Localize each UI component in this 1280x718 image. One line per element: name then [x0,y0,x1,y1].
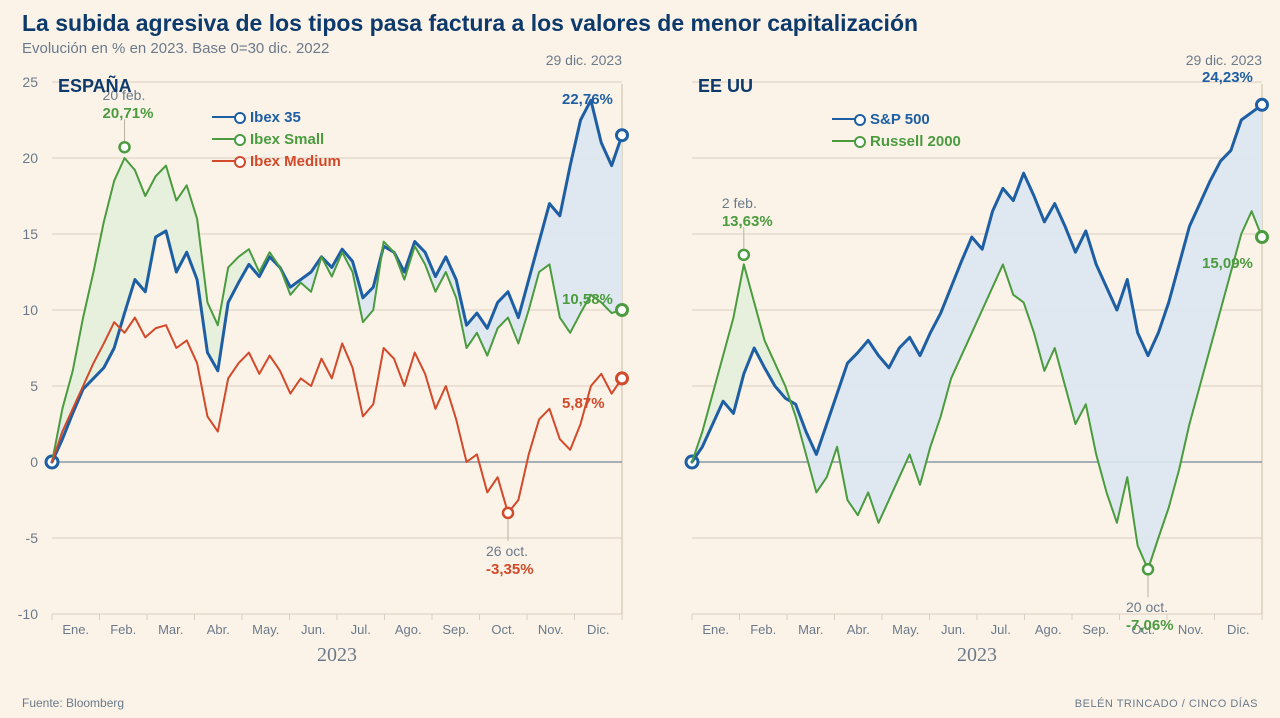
legend: Ibex 35 Ibex Small Ibex Medium [212,106,341,172]
callout-date: 20 oct. [1126,599,1168,615]
legend-swatch [832,118,862,121]
chart-container: -10 -5 0 5 10 15 20 25 Ene. Feb. Mar. Abr. May. Jun. J… [0,62,1280,682]
legend-item: Russell 2000 [832,130,961,152]
y-tick-label: -10 [10,606,38,622]
legend-item: Ibex 35 [212,106,341,128]
source-label: Fuente: Bloomberg [22,696,124,710]
x-tick-label: Mar. [158,622,183,637]
x-tick-label: May. [892,622,919,637]
legend-swatch [212,138,242,141]
x-tick-label: Sep. [1082,622,1109,637]
x-tick-label: Abr. [207,622,230,637]
x-year-label: 2023 [957,644,997,667]
end-value-label: 5,87% [562,395,605,412]
x-tick-label: Mar. [798,622,823,637]
credit-label: BELÉN TRINCADO / CINCO DÍAS [1075,698,1258,710]
legend-swatch [212,116,242,119]
x-tick-label: Nov. [538,622,564,637]
y-tick-label: 5 [10,378,38,394]
panel-title: ESPAÑA [58,76,132,97]
y-tick-label: 25 [10,74,38,90]
y-tick-label: 0 [10,454,38,470]
x-tick-label: Ago. [1035,622,1062,637]
legend-item: Ibex Medium [212,150,341,172]
callout-value: -3,35% [486,561,534,578]
x-tick-label: Nov. [1178,622,1204,637]
end-value-label: 10,58% [562,291,613,308]
y-tick-label: 10 [10,302,38,318]
callout-value: 20,71% [103,105,154,122]
x-tick-label: Jul. [351,622,371,637]
panel-spain: -10 -5 0 5 10 15 20 25 Ene. Feb. Mar. Abr. May. Jun. J… [0,62,640,682]
x-tick-label: Abr. [847,622,870,637]
legend: S&P 500 Russell 2000 [832,108,961,152]
chart-title: La subida agresiva de los tipos pasa fac… [22,10,918,37]
end-value-label: 15,09% [1202,255,1253,272]
x-tick-label: Jul. [991,622,1011,637]
y-tick-label: 15 [10,226,38,242]
callout-date: 2 feb. [722,195,757,211]
x-tick-label: Feb. [110,622,136,637]
legend-label: Ibex 35 [250,109,301,126]
callout-value: -7,06% [1126,617,1174,634]
x-tick-label: Jun. [301,622,326,637]
legend-label: Ibex Medium [250,153,341,170]
x-tick-label: Oct. [491,622,515,637]
end-value-label: 24,23% [1202,69,1253,86]
legend-item: S&P 500 [832,108,961,130]
x-tick-label: Sep. [442,622,469,637]
end-date-label: 29 dic. 2023 [546,52,622,68]
callout-date: 26 oct. [486,543,528,559]
chart-svg [640,62,1280,682]
x-year-label: 2023 [317,644,357,667]
x-tick-label: Feb. [750,622,776,637]
series-ibexmedium [52,318,622,513]
legend-label: Russell 2000 [870,133,961,150]
x-tick-label: May. [252,622,279,637]
x-tick-label: Dic. [587,622,609,637]
x-tick-label: Jun. [941,622,966,637]
legend-label: Ibex Small [250,131,324,148]
callout-value: 13,63% [722,213,773,230]
y-tick-label: 20 [10,150,38,166]
legend-swatch [212,160,242,163]
panel-title: EE UU [698,76,753,97]
x-tick-label: Ene. [702,622,729,637]
y-tick-label: -5 [10,530,38,546]
chart-subtitle: Evolución en % en 2023. Base 0=30 dic. 2… [22,40,329,57]
end-date-label: 29 dic. 2023 [1186,52,1262,68]
legend-label: S&P 500 [870,111,930,128]
x-tick-label: Ago. [395,622,422,637]
legend-item: Ibex Small [212,128,341,150]
end-value-label: 22,76% [562,91,613,108]
legend-swatch [832,140,862,143]
panel-usa: Ene.Feb.Mar.Abr.May.Jun.Jul.Ago.Sep.Oct.… [640,62,1280,682]
x-tick-label: Dic. [1227,622,1249,637]
x-tick-label: Ene. [62,622,89,637]
